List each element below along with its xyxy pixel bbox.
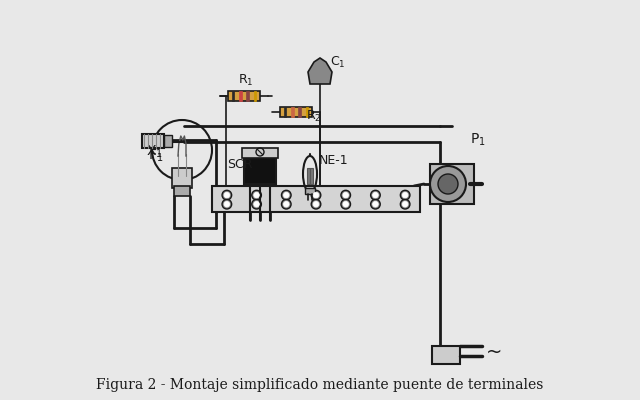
- Text: NE-1: NE-1: [319, 154, 349, 166]
- Circle shape: [254, 192, 259, 198]
- Bar: [246, 91, 249, 101]
- Text: SCR: SCR: [227, 158, 253, 170]
- Bar: [307, 168, 310, 184]
- Text: R$_1$: R$_1$: [238, 72, 254, 88]
- Text: P$_1$: P$_1$: [470, 132, 486, 148]
- Circle shape: [403, 192, 408, 198]
- Circle shape: [311, 199, 321, 209]
- Circle shape: [343, 192, 349, 198]
- Bar: [305, 188, 315, 194]
- Circle shape: [430, 166, 466, 202]
- Circle shape: [252, 190, 261, 200]
- Circle shape: [313, 192, 319, 198]
- Circle shape: [252, 199, 261, 209]
- Circle shape: [284, 202, 289, 207]
- Circle shape: [222, 190, 232, 200]
- Circle shape: [371, 199, 380, 209]
- Text: ~: ~: [486, 342, 502, 362]
- Bar: [432, 346, 460, 364]
- Circle shape: [282, 190, 291, 200]
- Circle shape: [372, 202, 378, 207]
- Circle shape: [401, 190, 410, 200]
- Polygon shape: [308, 58, 332, 84]
- Bar: [212, 186, 420, 212]
- Bar: [310, 168, 313, 184]
- Circle shape: [403, 202, 408, 207]
- Circle shape: [224, 202, 230, 207]
- Text: Figura 2 - Montaje simplificado mediante puente de terminales: Figura 2 - Montaje simplificado mediante…: [96, 378, 544, 392]
- Bar: [174, 186, 190, 196]
- Bar: [253, 91, 256, 101]
- Bar: [306, 107, 308, 117]
- Text: C$_1$: C$_1$: [330, 54, 346, 70]
- Bar: [298, 107, 301, 117]
- Text: F$_1$: F$_1$: [147, 148, 163, 164]
- Circle shape: [401, 199, 410, 209]
- Circle shape: [254, 202, 259, 207]
- Bar: [284, 107, 287, 117]
- Circle shape: [311, 190, 321, 200]
- Circle shape: [341, 190, 351, 200]
- Bar: [244, 156, 276, 184]
- Circle shape: [282, 199, 291, 209]
- Bar: [142, 134, 164, 148]
- Bar: [228, 91, 260, 101]
- Bar: [430, 164, 474, 204]
- Circle shape: [222, 199, 232, 209]
- Bar: [291, 107, 294, 117]
- Text: R$_2$: R$_2$: [307, 108, 322, 124]
- Bar: [232, 91, 234, 101]
- Text: X$_1$: X$_1$: [145, 144, 163, 160]
- Circle shape: [224, 192, 230, 198]
- Bar: [242, 148, 278, 158]
- Circle shape: [313, 202, 319, 207]
- Circle shape: [284, 192, 289, 198]
- Circle shape: [438, 174, 458, 194]
- Bar: [239, 91, 242, 101]
- Circle shape: [341, 199, 351, 209]
- Circle shape: [372, 192, 378, 198]
- Bar: [164, 135, 172, 147]
- Bar: [172, 168, 192, 188]
- Circle shape: [371, 190, 380, 200]
- Circle shape: [343, 202, 349, 207]
- Bar: [280, 107, 312, 117]
